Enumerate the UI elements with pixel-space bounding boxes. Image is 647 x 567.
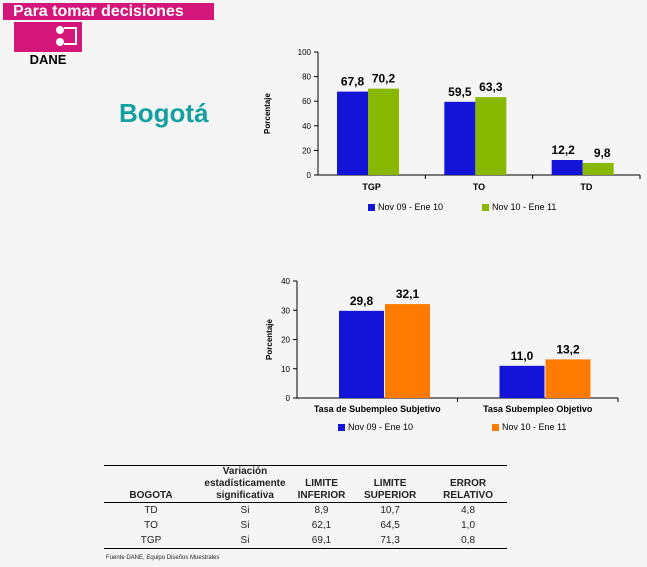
category-label: Tasa de Subempleo Subjetivo [314, 404, 441, 414]
city-title: Bogotá [119, 98, 209, 128]
category-label: TGP [362, 182, 381, 192]
data-label: 9,8 [594, 146, 611, 160]
data-label: 29,8 [350, 294, 374, 308]
cell: TGP [140, 535, 162, 546]
y-axis-label: Porcentaje [265, 318, 274, 359]
legend-label: Nov 09 - Ene 10 [378, 202, 443, 212]
cell: Si [240, 520, 250, 531]
y-axis-label: Porcentaje [263, 92, 272, 133]
y-tick-label: 30 [281, 306, 290, 315]
statistics-table: BOGOTA Variación estadísticamente signif… [104, 465, 507, 549]
y-tick-label: 40 [302, 122, 311, 131]
y-tick-label: 60 [302, 97, 311, 106]
legend-swatch [368, 204, 375, 211]
y-tick-label: 20 [302, 146, 311, 155]
col-header: LIMITE INFERIOR [297, 478, 346, 501]
data-label: 67,8 [341, 75, 365, 89]
source-note: Fuente DANE, Equipo Diseños Muestrales [106, 555, 220, 561]
col-header: ERROR RELATIVO [443, 478, 493, 501]
bar [337, 91, 368, 175]
data-label: 12,2 [551, 143, 575, 157]
data-label: 59,5 [448, 85, 472, 99]
col-header: BOGOTA [129, 490, 173, 501]
bar [368, 88, 399, 175]
data-label: 11,0 [511, 349, 534, 363]
cell: TD [144, 505, 158, 516]
y-tick-label: 0 [307, 171, 312, 180]
bar [444, 101, 476, 175]
cell: 0,8 [461, 535, 476, 546]
data-label: 13,2 [556, 342, 580, 356]
category-label: TD [580, 182, 592, 192]
cell: 62,1 [311, 520, 332, 531]
cell: 1,0 [461, 520, 476, 531]
y-tick-label: 0 [286, 394, 291, 403]
cell: 69,1 [311, 535, 332, 546]
y-tick-label: 20 [281, 336, 290, 345]
col-header: LIMITE SUPERIOR [363, 478, 417, 501]
bar [499, 365, 545, 398]
data-label: 70,2 [372, 72, 396, 86]
table-row: TD Si 8,9 10,7 4,8 [104, 503, 507, 519]
col-header: Variación estadísticamente significativa [204, 466, 286, 501]
table-row: TO Si 62,1 64,5 1,0 [104, 518, 507, 533]
bar [475, 97, 507, 175]
cell: 10,7 [380, 505, 400, 516]
bar [551, 159, 583, 175]
y-tick-label: 80 [302, 73, 311, 82]
y-tick-label: 40 [281, 277, 290, 286]
cell: Si [240, 505, 250, 516]
banner: Para tomar decisiones [3, 3, 214, 20]
y-tick-label: 100 [298, 48, 312, 57]
cell: Si [240, 535, 250, 546]
legend-label: Nov 10 - Ene 11 [492, 202, 556, 212]
cell: 64,5 [380, 520, 400, 531]
bar [385, 304, 430, 398]
y-tick-label: 10 [281, 365, 290, 374]
bar [545, 359, 591, 398]
category-label: Tasa Subempleo Objetivo [483, 404, 593, 414]
cell: TO [144, 520, 158, 531]
bar [582, 162, 614, 175]
legend-swatch [482, 204, 489, 211]
cell: 71,3 [380, 535, 400, 546]
bar [339, 310, 384, 398]
svg-text:DANE: DANE [30, 52, 67, 65]
table-row: TGP Si 69,1 71,3 0,8 [104, 533, 507, 549]
legend-label: Nov 10 - Ene 11 [502, 422, 566, 432]
cell: 8,9 [314, 505, 329, 516]
legend-swatch [338, 424, 345, 431]
legend-label: Nov 09 - Ene 10 [348, 422, 413, 432]
cell: 4,8 [461, 505, 476, 516]
data-label: 63,3 [479, 80, 503, 94]
category-label: TO [473, 182, 485, 192]
legend-swatch [492, 424, 499, 431]
dane-logo: DANE [14, 22, 82, 65]
data-label: 32,1 [396, 287, 420, 301]
